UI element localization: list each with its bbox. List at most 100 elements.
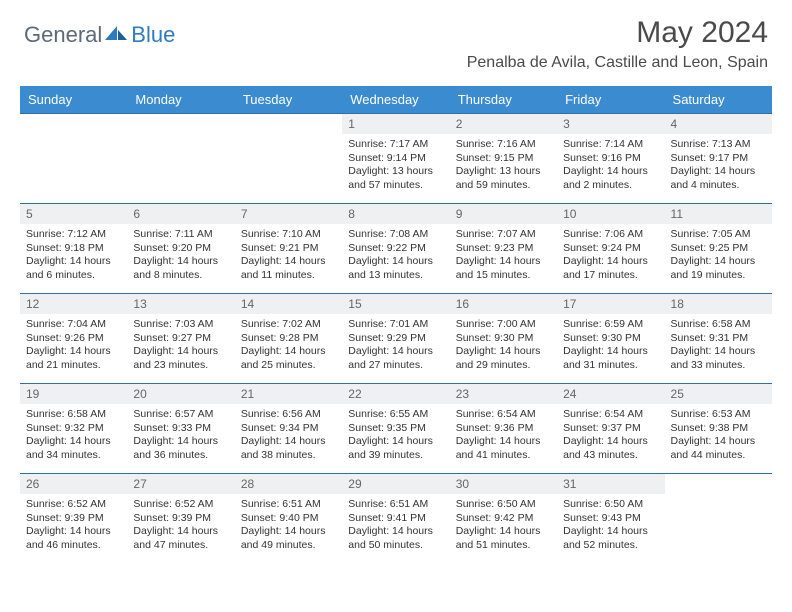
calendar-day-cell: 27Sunrise: 6:52 AMSunset: 9:39 PMDayligh… <box>127 474 234 564</box>
day-number: 22 <box>342 384 449 404</box>
day-number: 21 <box>235 384 342 404</box>
day-detail: Sunrise: 7:03 AMSunset: 9:27 PMDaylight:… <box>127 314 234 379</box>
calendar-day-cell: 14Sunrise: 7:02 AMSunset: 9:28 PMDayligh… <box>235 294 342 384</box>
brand-text-blue: Blue <box>131 22 175 48</box>
calendar-day-cell: 18Sunrise: 6:58 AMSunset: 9:31 PMDayligh… <box>665 294 772 384</box>
calendar-empty-cell <box>665 474 772 564</box>
day-detail: Sunrise: 7:06 AMSunset: 9:24 PMDaylight:… <box>557 224 664 289</box>
brand-logo: General Blue <box>24 22 175 48</box>
day-number: 17 <box>557 294 664 314</box>
day-detail: Sunrise: 7:13 AMSunset: 9:17 PMDaylight:… <box>665 134 772 199</box>
day-detail: Sunrise: 7:12 AMSunset: 9:18 PMDaylight:… <box>20 224 127 289</box>
day-number: 16 <box>450 294 557 314</box>
calendar-day-cell: 9Sunrise: 7:07 AMSunset: 9:23 PMDaylight… <box>450 204 557 294</box>
brand-sail-icon <box>105 24 127 47</box>
day-number: 25 <box>665 384 772 404</box>
day-detail: Sunrise: 6:52 AMSunset: 9:39 PMDaylight:… <box>20 494 127 559</box>
day-number: 13 <box>127 294 234 314</box>
day-number: 29 <box>342 474 449 494</box>
day-detail: Sunrise: 7:00 AMSunset: 9:30 PMDaylight:… <box>450 314 557 379</box>
day-detail: Sunrise: 7:10 AMSunset: 9:21 PMDaylight:… <box>235 224 342 289</box>
month-title: May 2024 <box>467 16 768 50</box>
day-number: 28 <box>235 474 342 494</box>
calendar-day-cell: 7Sunrise: 7:10 AMSunset: 9:21 PMDaylight… <box>235 204 342 294</box>
calendar-week-row: 26Sunrise: 6:52 AMSunset: 9:39 PMDayligh… <box>20 474 772 564</box>
day-detail: Sunrise: 6:57 AMSunset: 9:33 PMDaylight:… <box>127 404 234 469</box>
day-number: 12 <box>20 294 127 314</box>
weekday-header: Sunday <box>20 86 127 114</box>
day-number: 27 <box>127 474 234 494</box>
day-detail: Sunrise: 7:16 AMSunset: 9:15 PMDaylight:… <box>450 134 557 199</box>
day-detail: Sunrise: 7:01 AMSunset: 9:29 PMDaylight:… <box>342 314 449 379</box>
calendar-day-cell: 8Sunrise: 7:08 AMSunset: 9:22 PMDaylight… <box>342 204 449 294</box>
calendar-empty-cell <box>127 114 234 204</box>
weekday-header: Thursday <box>450 86 557 114</box>
calendar-day-cell: 16Sunrise: 7:00 AMSunset: 9:30 PMDayligh… <box>450 294 557 384</box>
day-detail: Sunrise: 6:51 AMSunset: 9:40 PMDaylight:… <box>235 494 342 559</box>
day-number: 8 <box>342 204 449 224</box>
calendar-day-cell: 11Sunrise: 7:05 AMSunset: 9:25 PMDayligh… <box>665 204 772 294</box>
day-number: 7 <box>235 204 342 224</box>
title-block: May 2024 Penalba de Avila, Castille and … <box>467 16 768 72</box>
calendar-day-cell: 13Sunrise: 7:03 AMSunset: 9:27 PMDayligh… <box>127 294 234 384</box>
day-number: 10 <box>557 204 664 224</box>
location-subtitle: Penalba de Avila, Castille and Leon, Spa… <box>467 54 768 72</box>
calendar-day-cell: 28Sunrise: 6:51 AMSunset: 9:40 PMDayligh… <box>235 474 342 564</box>
calendar-day-cell: 30Sunrise: 6:50 AMSunset: 9:42 PMDayligh… <box>450 474 557 564</box>
calendar-week-row: 19Sunrise: 6:58 AMSunset: 9:32 PMDayligh… <box>20 384 772 474</box>
sunrise-calendar: SundayMondayTuesdayWednesdayThursdayFrid… <box>20 86 772 564</box>
day-number: 2 <box>450 114 557 134</box>
calendar-empty-cell <box>235 114 342 204</box>
calendar-day-cell: 10Sunrise: 7:06 AMSunset: 9:24 PMDayligh… <box>557 204 664 294</box>
calendar-day-cell: 12Sunrise: 7:04 AMSunset: 9:26 PMDayligh… <box>20 294 127 384</box>
day-detail: Sunrise: 6:55 AMSunset: 9:35 PMDaylight:… <box>342 404 449 469</box>
day-number: 24 <box>557 384 664 404</box>
calendar-week-row: 1Sunrise: 7:17 AMSunset: 9:14 PMDaylight… <box>20 114 772 204</box>
calendar-day-cell: 25Sunrise: 6:53 AMSunset: 9:38 PMDayligh… <box>665 384 772 474</box>
calendar-day-cell: 4Sunrise: 7:13 AMSunset: 9:17 PMDaylight… <box>665 114 772 204</box>
calendar-day-cell: 1Sunrise: 7:17 AMSunset: 9:14 PMDaylight… <box>342 114 449 204</box>
calendar-day-cell: 26Sunrise: 6:52 AMSunset: 9:39 PMDayligh… <box>20 474 127 564</box>
calendar-day-cell: 31Sunrise: 6:50 AMSunset: 9:43 PMDayligh… <box>557 474 664 564</box>
calendar-header-row: SundayMondayTuesdayWednesdayThursdayFrid… <box>20 86 772 114</box>
day-detail: Sunrise: 6:53 AMSunset: 9:38 PMDaylight:… <box>665 404 772 469</box>
day-number: 4 <box>665 114 772 134</box>
calendar-day-cell: 5Sunrise: 7:12 AMSunset: 9:18 PMDaylight… <box>20 204 127 294</box>
day-detail: Sunrise: 6:56 AMSunset: 9:34 PMDaylight:… <box>235 404 342 469</box>
day-detail: Sunrise: 6:51 AMSunset: 9:41 PMDaylight:… <box>342 494 449 559</box>
calendar-day-cell: 21Sunrise: 6:56 AMSunset: 9:34 PMDayligh… <box>235 384 342 474</box>
day-number: 31 <box>557 474 664 494</box>
day-number: 15 <box>342 294 449 314</box>
day-detail: Sunrise: 6:59 AMSunset: 9:30 PMDaylight:… <box>557 314 664 379</box>
day-detail: Sunrise: 7:05 AMSunset: 9:25 PMDaylight:… <box>665 224 772 289</box>
day-number: 20 <box>127 384 234 404</box>
calendar-day-cell: 20Sunrise: 6:57 AMSunset: 9:33 PMDayligh… <box>127 384 234 474</box>
day-number: 11 <box>665 204 772 224</box>
calendar-day-cell: 2Sunrise: 7:16 AMSunset: 9:15 PMDaylight… <box>450 114 557 204</box>
calendar-day-cell: 23Sunrise: 6:54 AMSunset: 9:36 PMDayligh… <box>450 384 557 474</box>
calendar-day-cell: 15Sunrise: 7:01 AMSunset: 9:29 PMDayligh… <box>342 294 449 384</box>
weekday-header: Saturday <box>665 86 772 114</box>
day-detail: Sunrise: 7:11 AMSunset: 9:20 PMDaylight:… <box>127 224 234 289</box>
day-number: 6 <box>127 204 234 224</box>
weekday-header: Wednesday <box>342 86 449 114</box>
day-number: 26 <box>20 474 127 494</box>
page-header: General Blue May 2024 Penalba de Avila, … <box>20 16 772 78</box>
calendar-day-cell: 3Sunrise: 7:14 AMSunset: 9:16 PMDaylight… <box>557 114 664 204</box>
weekday-header: Friday <box>557 86 664 114</box>
calendar-day-cell: 24Sunrise: 6:54 AMSunset: 9:37 PMDayligh… <box>557 384 664 474</box>
brand-text-general: General <box>24 22 102 48</box>
calendar-week-row: 12Sunrise: 7:04 AMSunset: 9:26 PMDayligh… <box>20 294 772 384</box>
day-detail: Sunrise: 7:04 AMSunset: 9:26 PMDaylight:… <box>20 314 127 379</box>
day-number: 5 <box>20 204 127 224</box>
day-detail: Sunrise: 6:54 AMSunset: 9:37 PMDaylight:… <box>557 404 664 469</box>
weekday-header: Tuesday <box>235 86 342 114</box>
day-number: 3 <box>557 114 664 134</box>
weekday-header: Monday <box>127 86 234 114</box>
day-detail: Sunrise: 6:58 AMSunset: 9:32 PMDaylight:… <box>20 404 127 469</box>
day-detail: Sunrise: 6:52 AMSunset: 9:39 PMDaylight:… <box>127 494 234 559</box>
calendar-week-row: 5Sunrise: 7:12 AMSunset: 9:18 PMDaylight… <box>20 204 772 294</box>
day-detail: Sunrise: 7:17 AMSunset: 9:14 PMDaylight:… <box>342 134 449 199</box>
day-number: 14 <box>235 294 342 314</box>
day-number: 18 <box>665 294 772 314</box>
